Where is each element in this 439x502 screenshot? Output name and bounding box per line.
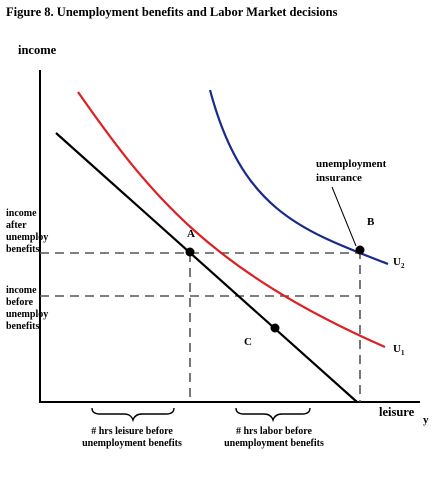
figure-title: Figure 8. Unemployment benefits and Labo… xyxy=(6,5,338,19)
x-axis-suffix: y xyxy=(423,414,429,426)
income-after-benefits-label: income after unemploy benefits xyxy=(6,208,49,255)
labor-hours-note: # hrs labor before unemployment benefits xyxy=(224,426,324,449)
leisure-hours-brace xyxy=(91,407,175,423)
point-a-label: A xyxy=(187,228,195,240)
y-axis-label: income xyxy=(18,43,57,57)
labor-hours-brace xyxy=(235,407,311,423)
u1-curve-label: U1 xyxy=(393,343,404,357)
u2-label-sub: 2 xyxy=(400,262,405,271)
point-a-marker xyxy=(185,247,195,257)
x-axis-label: leisure xyxy=(379,405,415,419)
point-c-marker xyxy=(270,323,280,333)
income-before-benefits-label: income before unemploy benefits xyxy=(6,285,49,332)
u2-curve-label: U2 xyxy=(393,256,404,270)
unemployment-insurance-callout: unemployment insurance xyxy=(316,158,387,184)
u2-label-main: U xyxy=(393,256,401,268)
u1-label-sub: 1 xyxy=(400,349,405,358)
point-c-label: C xyxy=(244,336,252,348)
indifference-curve-u1 xyxy=(77,91,386,349)
callout-pointer xyxy=(331,186,357,247)
leisure-hours-note: # hrs leisure before unemployment benefi… xyxy=(82,426,182,449)
budget-line xyxy=(55,132,358,403)
point-b-label: B xyxy=(367,216,375,228)
u1-label-main: U xyxy=(393,343,401,355)
point-b-marker xyxy=(355,245,365,255)
